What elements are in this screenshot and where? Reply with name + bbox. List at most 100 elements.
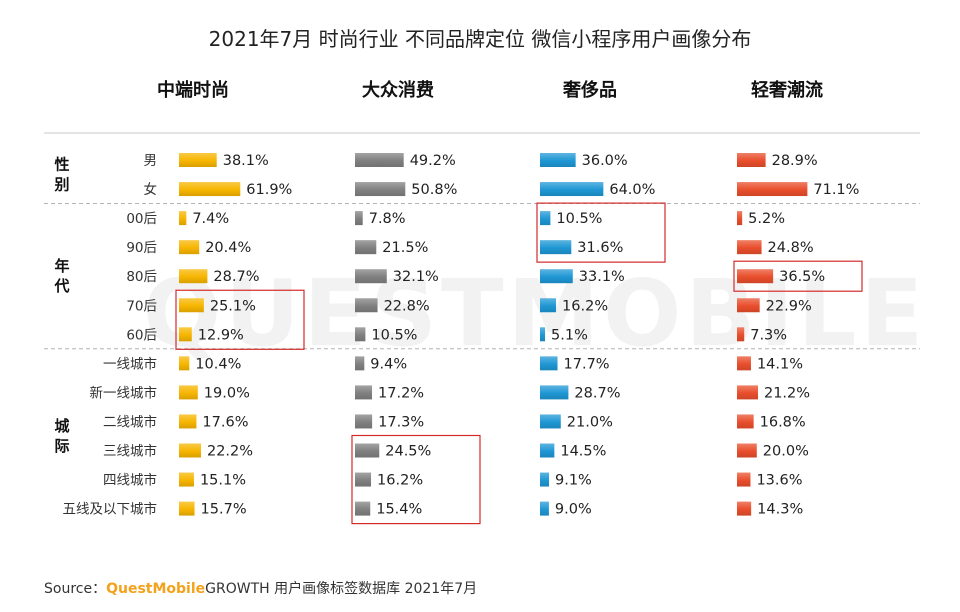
value-label: 28.7% xyxy=(574,385,620,401)
bar xyxy=(355,385,373,400)
bar xyxy=(737,356,751,371)
value-label: 9.1% xyxy=(555,473,592,489)
bar xyxy=(737,240,762,255)
bar xyxy=(355,472,372,487)
row-label: 三线城市 xyxy=(103,443,157,460)
value-label: 33.1% xyxy=(579,269,625,285)
source-note: Source：QuestMobileGROWTH 用户画像标签数据库 2021年… xyxy=(44,580,477,597)
chart-title: 2021年7月 时尚行业 不同品牌定位 微信小程序用户画像分布 xyxy=(209,27,752,51)
bar xyxy=(179,240,200,255)
bar xyxy=(540,414,561,429)
bar xyxy=(355,327,366,342)
value-label: 22.8% xyxy=(384,298,430,314)
column-header: 中端时尚 xyxy=(157,79,229,101)
value-label: 15.1% xyxy=(200,473,246,489)
value-label: 9.0% xyxy=(555,502,592,518)
bar xyxy=(540,153,576,167)
bar xyxy=(355,443,380,458)
value-label: 12.9% xyxy=(198,327,244,343)
value-label: 64.0% xyxy=(609,182,655,198)
value-label: 36.5% xyxy=(779,269,825,285)
bar xyxy=(737,182,808,197)
value-label: 13.6% xyxy=(756,473,802,489)
row-label: 一线城市 xyxy=(103,355,157,372)
value-label: 17.6% xyxy=(202,414,248,430)
bar xyxy=(540,240,572,255)
value-label: 20.0% xyxy=(763,444,809,460)
bar xyxy=(179,182,241,197)
group-label-char: 别 xyxy=(53,176,69,194)
value-label: 10.5% xyxy=(556,211,602,227)
column-headers: 中端时尚 大众消费 奢侈品 轻奢潮流 xyxy=(157,79,823,101)
value-label: 16.2% xyxy=(562,298,608,314)
value-label: 10.4% xyxy=(195,356,241,372)
value-label: 10.5% xyxy=(371,327,417,343)
value-label: 17.2% xyxy=(378,385,424,401)
group-label-char: 年 xyxy=(54,257,69,275)
bar xyxy=(179,443,201,458)
bar xyxy=(737,298,760,313)
value-label: 7.3% xyxy=(750,327,787,343)
row-label: 男 xyxy=(144,153,158,169)
value-label: 14.3% xyxy=(757,502,803,518)
column-header: 大众消费 xyxy=(362,79,434,101)
bar xyxy=(179,153,217,167)
group-label-char: 城 xyxy=(54,417,69,435)
bar xyxy=(737,501,752,516)
bar xyxy=(179,327,192,342)
value-label: 49.2% xyxy=(410,153,456,169)
value-label: 5.1% xyxy=(551,327,588,343)
bar xyxy=(355,298,378,313)
bar xyxy=(737,443,757,458)
bar xyxy=(179,472,194,487)
highlight-box xyxy=(733,260,863,292)
bar xyxy=(540,501,549,516)
value-label: 32.1% xyxy=(393,269,439,285)
value-label: 24.5% xyxy=(385,444,431,460)
value-label: 9.4% xyxy=(370,356,407,372)
bar xyxy=(355,501,371,516)
highlight-box xyxy=(351,434,481,525)
bar xyxy=(540,298,557,313)
bar xyxy=(540,327,546,342)
bar xyxy=(737,269,774,284)
row-label: 女 xyxy=(144,181,158,198)
bar xyxy=(737,385,758,400)
group-label-char: 际 xyxy=(54,437,69,455)
value-label: 28.7% xyxy=(213,269,259,285)
bar xyxy=(179,385,198,400)
value-label: 22.9% xyxy=(766,298,812,314)
bar xyxy=(540,182,604,197)
value-label: 15.7% xyxy=(201,502,247,518)
value-label: 5.2% xyxy=(748,211,785,227)
value-label: 14.5% xyxy=(560,444,606,460)
value-label: 21.5% xyxy=(382,240,428,256)
value-label: 16.8% xyxy=(760,414,806,430)
row-label: 二线城市 xyxy=(103,413,157,430)
value-label: 38.1% xyxy=(223,153,269,169)
bar xyxy=(355,211,363,226)
bar xyxy=(179,298,204,313)
value-label: 17.3% xyxy=(378,414,424,430)
bar xyxy=(737,472,751,487)
value-label: 19.0% xyxy=(204,385,250,401)
value-label: 7.8% xyxy=(369,211,406,227)
value-label: 22.2% xyxy=(207,444,253,460)
bars: 38.1% 61.9% 7.4% 20.4% 28.7% 25.1% 12.9% 10.4% 1… xyxy=(179,153,859,518)
bar xyxy=(179,414,197,429)
column-header: 奢侈品 xyxy=(562,79,617,101)
value-label: 15.4% xyxy=(376,502,422,518)
value-label: 14.1% xyxy=(757,356,803,372)
value-label: 20.4% xyxy=(205,240,251,256)
source-brand: QuestMobile xyxy=(106,581,205,597)
bar xyxy=(540,385,569,400)
highlight-box xyxy=(175,289,305,350)
bar xyxy=(540,472,550,487)
bar xyxy=(355,356,365,371)
value-label: 17.7% xyxy=(564,356,610,372)
group-label-char: 性 xyxy=(54,156,69,174)
bar xyxy=(540,443,555,458)
value-label: 71.1% xyxy=(813,182,859,198)
value-label: 16.2% xyxy=(377,473,423,489)
